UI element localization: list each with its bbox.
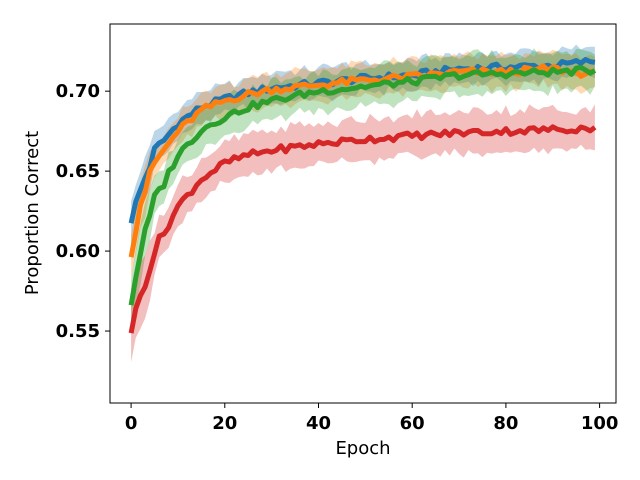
series-4-band	[131, 104, 595, 363]
axes-frame	[109, 23, 617, 404]
x-tick-label: 80	[493, 413, 518, 434]
x-axis-label: Epoch	[335, 438, 390, 459]
series-3-line	[128, 64, 597, 306]
x-tick-label: 40	[306, 413, 331, 434]
series-3-band	[131, 48, 595, 330]
series-4-line	[128, 124, 597, 334]
y-tick-label: 0.55	[56, 321, 100, 342]
axis-ticks: 0 20 40 60 80 100 0.55 0.60 0.65 0.70	[56, 81, 619, 434]
y-tick-label: 0.70	[56, 81, 100, 102]
y-axis-label: Proportion Correct	[22, 131, 43, 295]
series-lines	[128, 57, 597, 334]
y-tick-label: 0.60	[56, 241, 100, 262]
plot-area	[128, 44, 597, 363]
x-tick-label: 100	[581, 413, 619, 434]
x-tick-label: 20	[212, 413, 237, 434]
y-tick-label: 0.65	[56, 161, 100, 182]
x-tick-label: 60	[400, 413, 425, 434]
x-tick-label: 0	[125, 413, 138, 434]
